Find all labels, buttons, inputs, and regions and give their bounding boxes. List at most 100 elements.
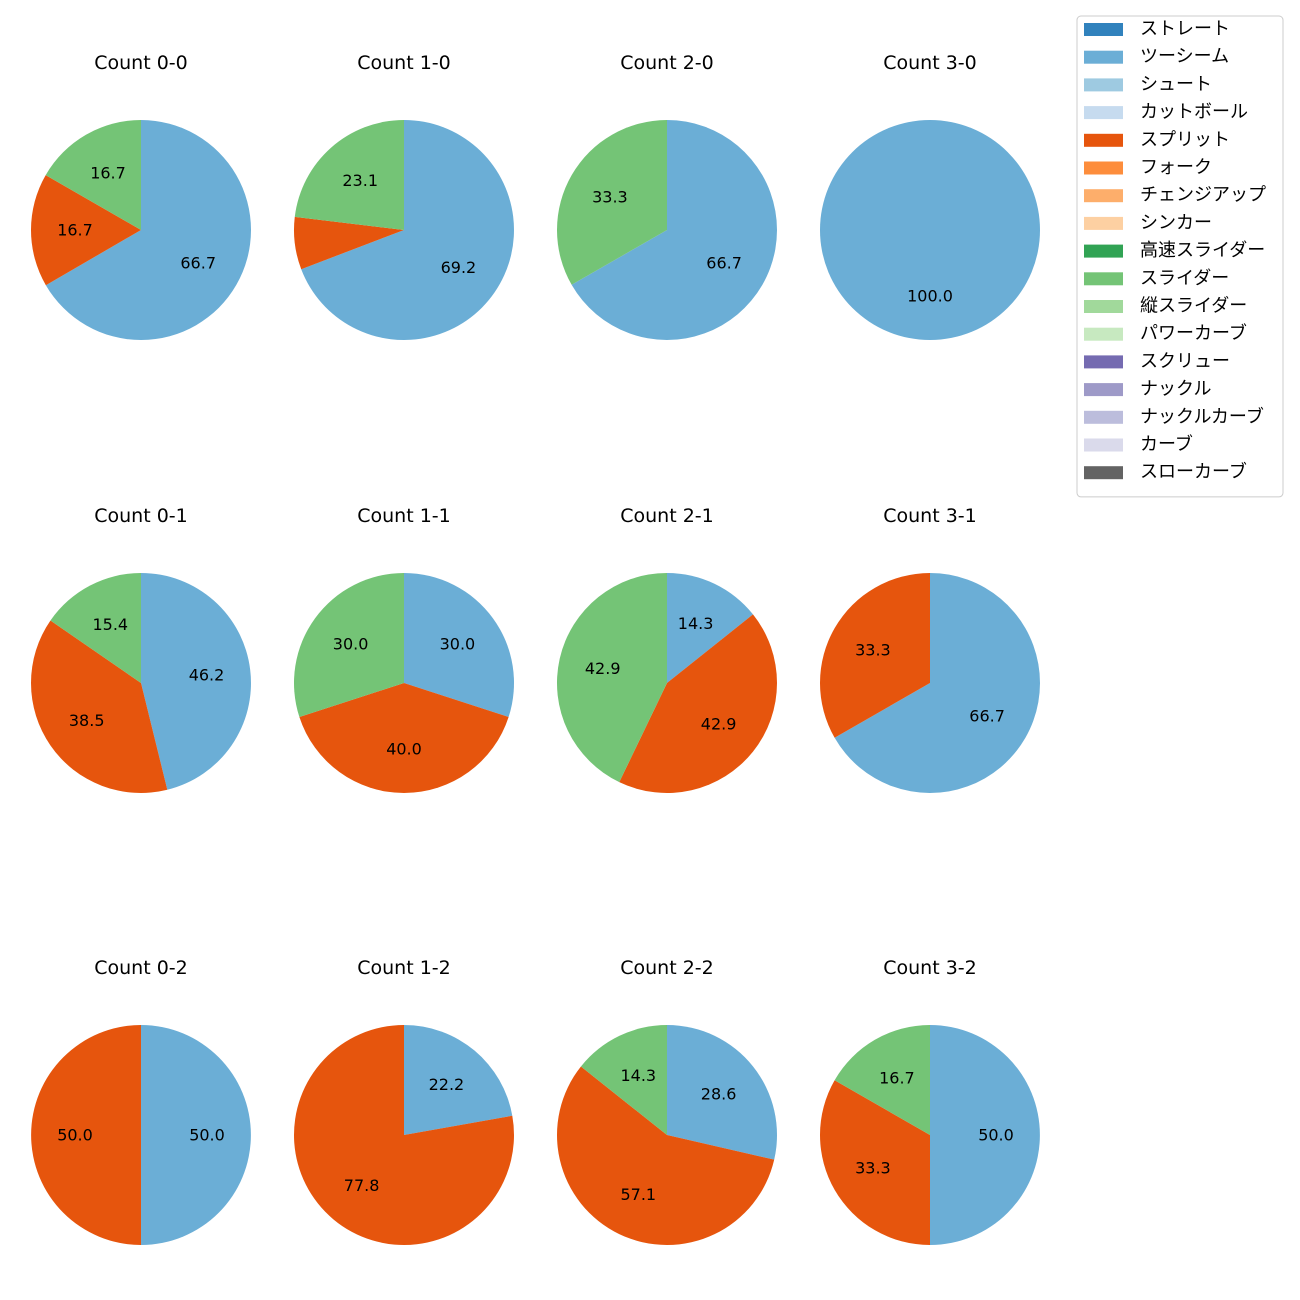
pie-slice	[30, 620, 168, 793]
legend-swatch	[1084, 355, 1123, 369]
pie-slice	[820, 120, 1040, 340]
slice-percent-label: 66.7	[969, 707, 1005, 726]
legend-item: ストレート	[1084, 19, 1230, 40]
legend-item: スクリュー	[1084, 351, 1230, 372]
pie-title: Count 0-1	[94, 505, 188, 527]
pie-9: Count 0-2 50.0 50.0	[31, 957, 251, 1245]
pie-7: Count 2-1 14.3 42.9 42.9	[556, 505, 777, 794]
pie-slice	[571, 120, 777, 340]
legend-item: 縦スライダー	[1084, 296, 1247, 317]
legend-swatch	[1084, 106, 1123, 120]
legend-swatch	[1084, 272, 1123, 286]
slice-percent-label: 23.1	[342, 171, 378, 190]
pie-1: Count 0-0 66.7 16.7 16.7	[30, 52, 251, 341]
pie-slice	[141, 1025, 251, 1245]
pie-slice	[930, 1025, 1040, 1245]
slice-percent-label: 16.7	[57, 221, 93, 240]
legend-label: シュート	[1140, 74, 1212, 95]
pie-4: Count 3-0 100.0	[820, 52, 1040, 340]
legend-swatch	[1084, 327, 1123, 341]
slice-percent-label: 16.7	[90, 163, 126, 182]
pie-slice	[667, 573, 753, 683]
slice-percent-label: 38.5	[69, 711, 105, 730]
legend-label: カーブ	[1140, 433, 1193, 455]
slice-percent-label: 30.0	[440, 635, 476, 654]
slice-percent-label: 42.9	[701, 715, 737, 734]
pie-slice	[299, 683, 509, 794]
pie-slice	[667, 1025, 778, 1160]
legend-swatch	[1084, 244, 1123, 258]
pie-title: Count 3-2	[883, 957, 977, 979]
legend-item: ナックル	[1084, 379, 1211, 400]
legend-label: ツーシーム	[1140, 46, 1229, 67]
legend-swatch	[1084, 161, 1123, 175]
slice-percent-label: 28.6	[701, 1084, 737, 1103]
legend-swatch	[1084, 466, 1123, 480]
legend-label: ナックル	[1140, 379, 1211, 400]
legend-item: スローカーブ	[1084, 461, 1247, 483]
legend-swatch	[1084, 438, 1123, 452]
pie-title: Count 0-0	[94, 52, 188, 74]
pie-slice	[293, 1025, 514, 1246]
pie-12: Count 3-2 50.0 33.3 16.7	[819, 957, 1040, 1245]
pie-title: Count 2-0	[620, 52, 714, 74]
legend-swatch	[1084, 23, 1123, 36]
pie-slice	[293, 216, 404, 270]
legend-item: パワーカーブ	[1084, 322, 1247, 344]
legend-label: スプリット	[1140, 129, 1230, 150]
slice-percent-label: 40.0	[386, 740, 422, 759]
legend-item: シュート	[1084, 74, 1212, 95]
legend-item: シンカー	[1084, 212, 1212, 233]
legend: ストレートツーシームシュートカットボールスプリットフォークチェンジアップシンカー…	[1076, 15, 1284, 498]
pie-slice	[294, 120, 404, 230]
legend-label: ナックルカーブ	[1140, 405, 1264, 427]
legend-frame	[1076, 15, 1284, 498]
slice-percent-label: 50.0	[978, 1126, 1014, 1145]
legend-label: ストレート	[1140, 19, 1230, 40]
pie-slice	[141, 573, 251, 790]
pie-slice	[556, 573, 667, 783]
legend-item: スライダー	[1084, 268, 1229, 289]
legend-swatch	[1084, 383, 1123, 397]
legend-item: カットボール	[1084, 102, 1248, 123]
pie-2: Count 1-0 69.2 23.1	[293, 52, 514, 340]
slice-percent-label: 50.0	[57, 1126, 93, 1145]
slice-percent-label: 66.7	[706, 254, 742, 273]
slice-percent-label: 46.2	[189, 666, 225, 685]
slice-percent-label: 16.7	[879, 1068, 915, 1087]
legend-label: フォーク	[1140, 157, 1212, 178]
legend-swatch	[1084, 300, 1123, 313]
legend-label: 縦スライダー	[1140, 296, 1247, 317]
pie-slice	[556, 119, 667, 285]
legend-label: スクリュー	[1140, 351, 1230, 372]
slice-percent-label: 33.3	[855, 640, 891, 659]
pie-slice	[580, 1025, 667, 1135]
slice-percent-label: 57.1	[620, 1185, 656, 1204]
pie-title: Count 1-2	[357, 957, 451, 979]
legend-label: シンカー	[1140, 212, 1212, 233]
legend-item: ナックルカーブ	[1084, 405, 1264, 427]
legend-item: カーブ	[1084, 433, 1193, 455]
legend-label: パワーカーブ	[1140, 322, 1247, 344]
pie-slice	[834, 573, 1040, 793]
legend-label: スライダー	[1140, 268, 1229, 289]
pie-slice	[31, 1025, 141, 1245]
legend-swatch	[1084, 133, 1123, 147]
pie-slice	[404, 1025, 513, 1135]
slice-percent-label: 100.0	[907, 287, 953, 306]
slice-percent-label: 33.3	[592, 187, 628, 206]
pie-8: Count 3-1 66.7 33.3	[819, 505, 1040, 793]
pie-slice	[45, 120, 141, 230]
legend-item: チェンジアップ	[1084, 185, 1266, 206]
pie-title: Count 2-1	[620, 505, 714, 527]
legend-item: フォーク	[1084, 157, 1212, 178]
pie-title: Count 1-1	[357, 505, 451, 527]
legend-swatch	[1084, 189, 1123, 203]
pie-5: Count 0-1 46.2 38.5 15.4	[30, 505, 251, 793]
legend-item: 高速スライダー	[1084, 240, 1265, 261]
slice-percent-label: 69.2	[441, 258, 477, 277]
legend-label: 高速スライダー	[1140, 240, 1265, 261]
pie-slice	[619, 614, 777, 794]
